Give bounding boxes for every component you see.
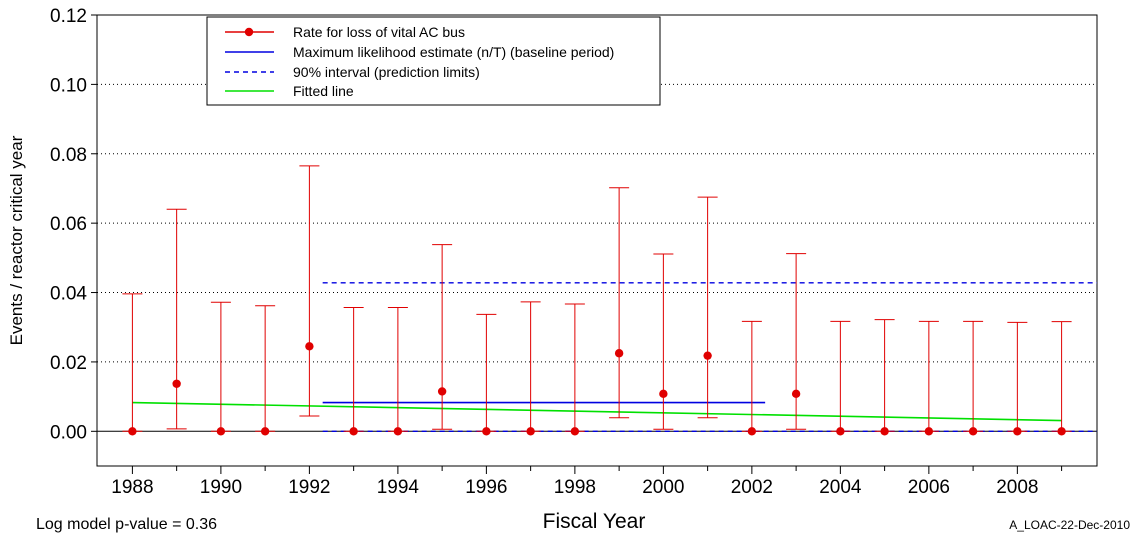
y-tick-label: 0.12 — [50, 6, 87, 27]
rate-point — [349, 427, 358, 436]
y-tick-label: 0.08 — [50, 145, 87, 166]
x-tick-label: 1998 — [554, 477, 596, 498]
rate-point — [836, 427, 845, 436]
chart-id-stamp: A_LOAC-22-Dec-2010 — [1009, 518, 1130, 532]
rate-point — [437, 387, 447, 396]
x-tick-label: 1988 — [111, 477, 153, 498]
rate-point — [526, 427, 535, 436]
legend-label: Rate for loss of vital AC bus — [293, 24, 465, 40]
plot-frame — [96, 14, 1098, 467]
x-tick-label: 2002 — [731, 477, 773, 498]
rate-point — [880, 427, 889, 436]
p-value-note: Log model p-value = 0.36 — [36, 516, 218, 533]
legend-label: Fitted line — [293, 83, 354, 99]
fitted-line — [132, 401, 1062, 422]
rate-point — [216, 427, 226, 436]
x-tick-label: 1996 — [465, 477, 507, 498]
legend-marker — [244, 27, 254, 37]
legend-label: Maximum likelihood estimate (n/T) (basel… — [293, 44, 614, 60]
x-axis-ticks: 1988 1990 1992 1994 1996 1998 2000 2002 2004 2006… — [111, 466, 1063, 498]
rate-point — [570, 427, 580, 436]
rate-point — [968, 427, 978, 436]
y-tick-label: 0.06 — [50, 214, 87, 235]
rate-point — [393, 427, 403, 436]
rate-point — [305, 342, 314, 351]
rate-point — [791, 389, 801, 399]
rate-point — [659, 389, 668, 399]
legend-label: 90% interval (prediction limits) — [293, 64, 480, 80]
y-axis-label: Events / reactor critical year — [7, 135, 26, 345]
x-tick-label: 2006 — [908, 477, 950, 498]
x-tick-label: 1994 — [377, 477, 420, 498]
y-tick-label: 0.04 — [50, 284, 87, 305]
x-tick-label: 1990 — [200, 477, 242, 498]
gridlines — [97, 83, 1097, 432]
x-tick-label: 2008 — [996, 477, 1038, 498]
x-tick-label: 2000 — [642, 477, 684, 498]
rate-point — [703, 351, 712, 360]
x-tick-label: 1992 — [288, 477, 330, 498]
rate-point — [924, 427, 934, 436]
rate-point — [172, 379, 181, 388]
y-tick-label: 0.02 — [50, 353, 87, 374]
rate-point — [260, 427, 270, 436]
rate-point — [482, 427, 491, 436]
rate-point — [614, 349, 624, 358]
legend: Rate for loss of vital AC bus Maximum lik… — [206, 16, 661, 106]
y-tick-label: 0.00 — [50, 422, 87, 443]
rate-point — [747, 427, 757, 436]
rate-point — [128, 427, 137, 436]
series-layer — [122, 165, 1097, 436]
y-tick-label: 0.10 — [50, 75, 87, 96]
x-axis-label: Fiscal Year — [543, 510, 646, 533]
x-tick-label: 2004 — [819, 477, 862, 498]
y-axis-ticks: 0.00 0.02 0.04 0.06 0.08 0.10 0.12 — [50, 6, 97, 443]
legend-box — [206, 16, 661, 106]
rate-point — [1057, 427, 1066, 436]
rate-point — [1013, 427, 1022, 436]
